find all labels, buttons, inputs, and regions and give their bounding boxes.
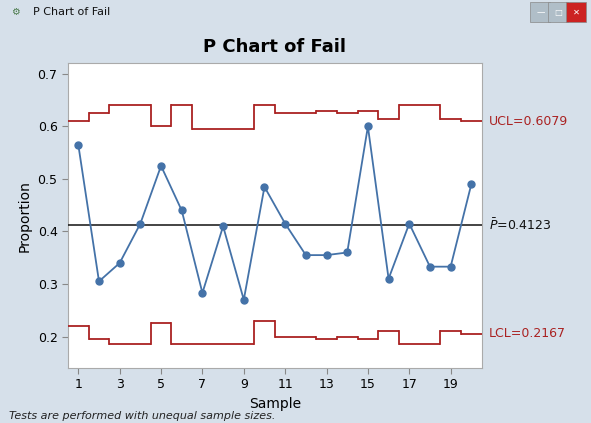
Text: ✕: ✕ [573,8,580,17]
Text: LCL=0.2167: LCL=0.2167 [489,327,566,341]
Text: $\bar{P}$=0.4123: $\bar{P}$=0.4123 [489,217,551,233]
FancyBboxPatch shape [566,3,586,22]
Text: ⚙: ⚙ [11,7,20,17]
FancyBboxPatch shape [548,3,568,22]
Title: P Chart of Fail: P Chart of Fail [203,38,346,56]
Text: —: — [537,8,545,17]
Text: Tests are performed with unequal sample sizes.: Tests are performed with unequal sample … [9,411,275,421]
Y-axis label: Proportion: Proportion [18,180,32,252]
X-axis label: Sample: Sample [249,397,301,411]
Text: UCL=0.6079: UCL=0.6079 [489,115,568,128]
Text: P Chart of Fail: P Chart of Fail [33,7,110,17]
Text: □: □ [554,8,563,17]
FancyBboxPatch shape [530,3,550,22]
